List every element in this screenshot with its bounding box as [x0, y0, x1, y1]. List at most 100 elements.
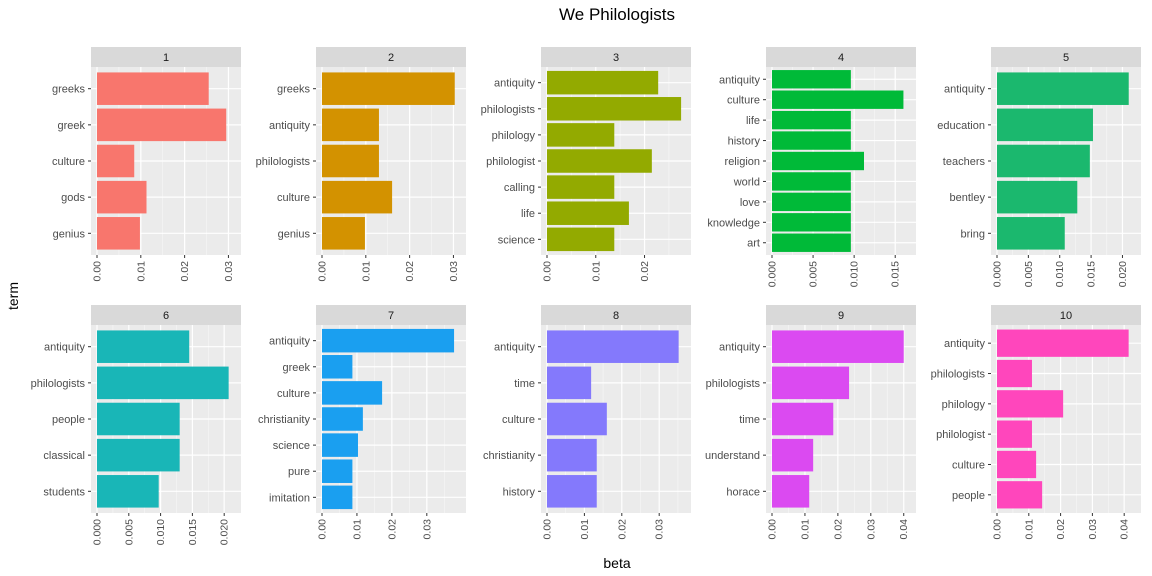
x-tick-label: 0.005	[123, 519, 135, 545]
x-tick-label: 0.00	[542, 261, 554, 282]
category-label: calling	[504, 182, 535, 194]
category-label: people	[52, 414, 85, 426]
bar	[997, 359, 1032, 388]
x-tick-label: 0.020	[219, 519, 231, 545]
category-label: life	[746, 115, 760, 127]
facet-strip-label: 3	[613, 52, 619, 64]
y-axis-label: term	[5, 282, 21, 310]
x-tick-label: 0.000	[92, 519, 104, 545]
bar	[772, 438, 814, 472]
x-tick-label: 0.015	[1086, 261, 1098, 287]
bar	[547, 366, 592, 400]
category-label: history	[503, 486, 536, 498]
x-tick-label: 0.010	[849, 261, 861, 287]
bar	[322, 328, 455, 353]
bar	[772, 172, 851, 191]
category-label: antiquity	[269, 120, 310, 132]
x-tick-label: 0.01	[360, 261, 372, 282]
category-label: christianity	[258, 414, 310, 426]
x-tick-label: 0.00	[317, 261, 329, 282]
category-label: philologists	[256, 156, 311, 168]
category-label: science	[498, 234, 535, 246]
category-label: culture	[502, 414, 535, 426]
category-label: students	[43, 486, 85, 498]
facet-strip-label: 8	[613, 310, 619, 322]
bar	[97, 72, 209, 105]
bar	[547, 201, 629, 225]
x-tick-label: 0.00	[317, 519, 329, 540]
x-tick-label: 0.03	[421, 519, 433, 540]
category-label: culture	[277, 192, 310, 204]
x-tick-label: 0.00	[92, 261, 104, 282]
bar	[322, 433, 358, 457]
category-label: education	[937, 120, 985, 132]
category-label: genius	[278, 228, 311, 240]
x-tick-label: 0.01	[579, 519, 591, 540]
bar	[997, 144, 1090, 178]
x-tick-label: 0.01	[351, 519, 363, 540]
bar	[547, 149, 652, 173]
facet-strip-label: 2	[388, 52, 394, 64]
bar	[322, 108, 379, 142]
x-tick-label: 0.02	[404, 261, 416, 282]
bar	[97, 217, 140, 250]
x-tick-label: 0.03	[448, 261, 460, 282]
bar	[322, 355, 353, 379]
x-tick-label: 0.005	[1023, 261, 1035, 287]
bar	[772, 475, 810, 508]
category-label: knowledge	[707, 217, 760, 229]
bar	[322, 459, 353, 483]
bar	[997, 450, 1037, 479]
category-label: antiquity	[944, 338, 985, 350]
facet-strip	[541, 305, 691, 325]
bar	[997, 390, 1064, 418]
facet-panel-5: 5 0.000 0.005 0.010 0.015 0.020 antiquity educa…	[937, 47, 1141, 287]
bar	[997, 329, 1129, 357]
category-label: bentley	[950, 192, 986, 204]
facet-strip	[991, 47, 1141, 67]
category-label: antiquity	[719, 342, 760, 354]
category-label: culture	[952, 459, 985, 471]
x-tick-label: 0.01	[1023, 519, 1035, 540]
x-tick-label: 0.00	[992, 519, 1004, 540]
category-label: classical	[43, 450, 85, 462]
category-label: imitation	[269, 492, 310, 504]
category-label: antiquity	[944, 84, 985, 96]
bar	[97, 108, 227, 142]
category-label: genius	[53, 228, 86, 240]
category-label: science	[273, 440, 310, 452]
category-label: antiquity	[494, 342, 535, 354]
x-tick-label: 0.000	[767, 261, 779, 287]
facet-panel-4: 4 0.000 0.005 0.010 0.015 antiquity culture lif…	[707, 47, 916, 287]
facet-strip	[991, 305, 1141, 325]
bar	[547, 175, 615, 199]
x-tick-label: 0.01	[135, 261, 147, 282]
category-label: art	[747, 238, 760, 250]
facet-strip	[541, 47, 691, 67]
category-label: teachers	[943, 156, 986, 168]
facet-strip-label: 9	[838, 310, 844, 322]
category-label: religion	[725, 156, 760, 168]
bar	[322, 144, 379, 178]
bar	[322, 180, 393, 214]
x-tick-label: 0.015	[187, 519, 199, 545]
category-label: antiquity	[44, 342, 85, 354]
x-tick-label: 0.03	[865, 519, 877, 540]
bar	[97, 402, 180, 436]
bar	[97, 475, 159, 508]
x-axis-label: beta	[603, 555, 630, 571]
bar	[547, 330, 679, 363]
category-label: life	[521, 208, 535, 220]
category-label: christianity	[483, 450, 535, 462]
x-tick-label: 0.03	[223, 261, 235, 282]
bar	[772, 131, 851, 150]
bar	[997, 72, 1129, 105]
category-label: philologist	[936, 429, 985, 441]
bar	[997, 420, 1032, 448]
category-label: culture	[277, 388, 310, 400]
facet-strip-label: 1	[163, 52, 169, 64]
bar	[97, 330, 190, 363]
bar	[772, 90, 904, 109]
x-tick-label: 0.015	[890, 261, 902, 287]
